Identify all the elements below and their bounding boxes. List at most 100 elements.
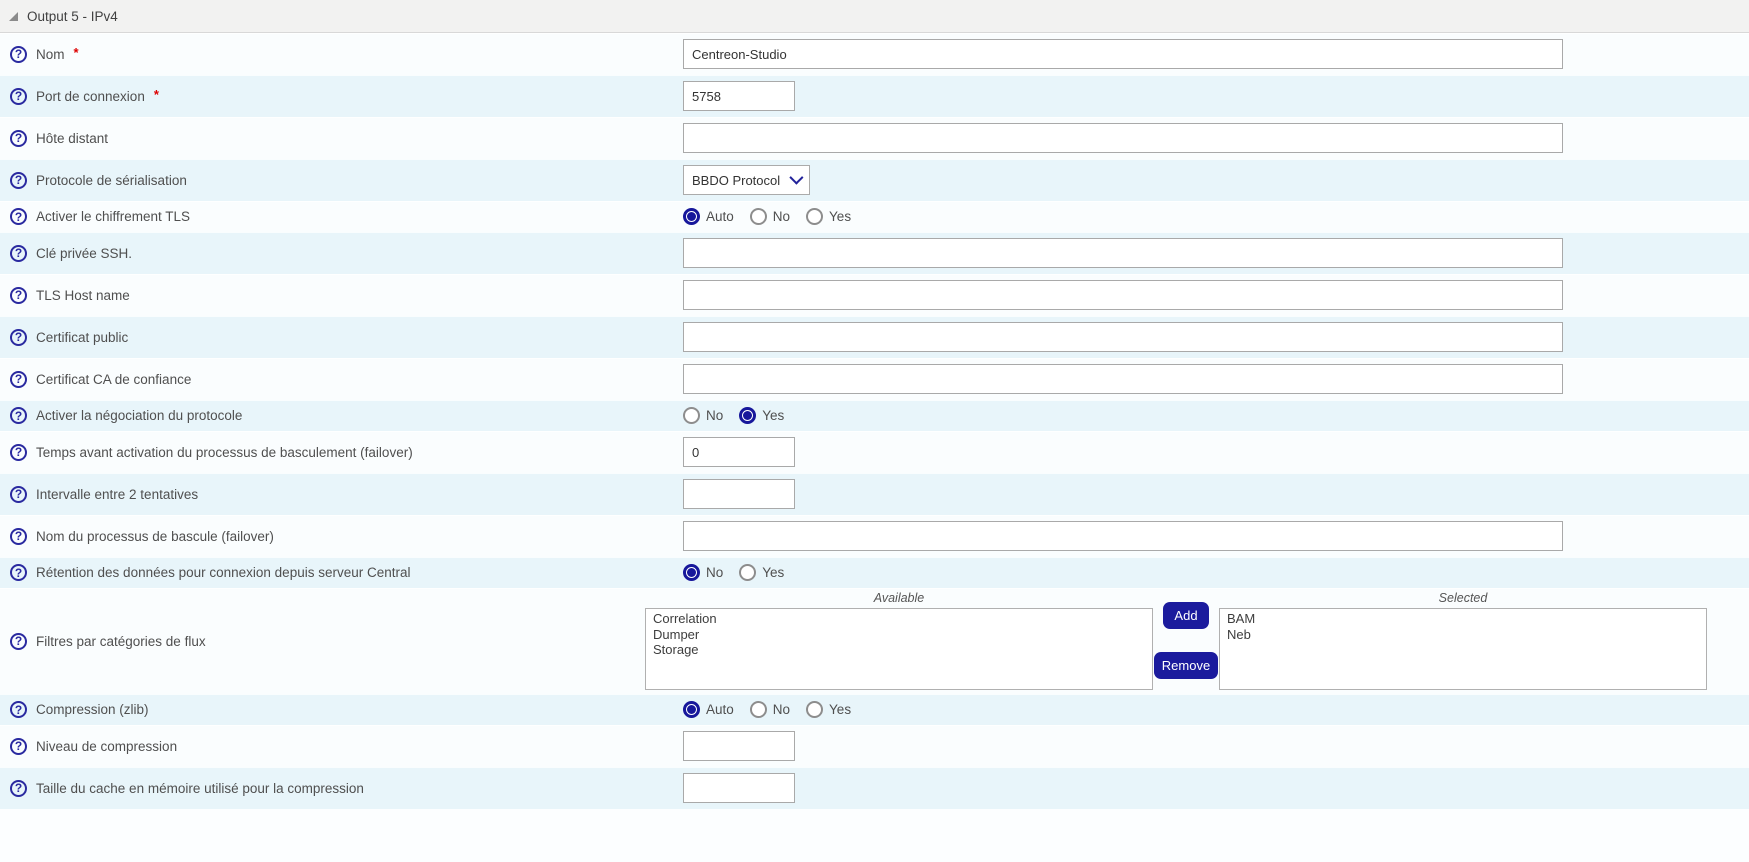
help-icon[interactable] — [10, 244, 27, 262]
help-icon[interactable] — [10, 45, 27, 63]
field-label: Hôte distant — [36, 130, 109, 146]
field-row-retry-interval: Intervalle entre 2 tentatives — [0, 473, 1749, 515]
help-icon[interactable] — [10, 208, 27, 225]
field-row-serialization-protocol: Protocole de sérialisation BBDO Protocol — [0, 159, 1749, 201]
section-header[interactable]: Output 5 - IPv4 — [0, 0, 1749, 33]
help-icon[interactable] — [10, 407, 27, 424]
compression-level-input[interactable] — [683, 731, 795, 761]
ssh-private-key-input[interactable] — [683, 238, 1563, 268]
compression-zlib-radio-yes[interactable]: Yes — [806, 701, 851, 718]
field-label: Activer le chiffrement TLS — [36, 209, 191, 224]
trusted-ca-certificate-input[interactable] — [683, 364, 1563, 394]
label-cell: Activer la négociation du protocole — [10, 400, 242, 431]
label-cell: TLS Host name — [10, 274, 130, 316]
list-item[interactable]: Storage — [653, 642, 699, 657]
help-icon[interactable] — [10, 129, 27, 147]
radio-button-icon[interactable] — [806, 701, 824, 718]
retry-interval-input[interactable] — [683, 479, 795, 509]
transfer-buttons: Add Remove — [1153, 591, 1219, 679]
help-icon[interactable] — [10, 527, 27, 545]
required-asterisk: * — [153, 86, 159, 102]
radio-option-label: No — [772, 209, 791, 224]
field-cell — [683, 515, 1563, 557]
label-cell: Taille du cache en mémoire utilisé pour … — [10, 767, 364, 809]
radio-option-label: Yes — [762, 565, 785, 580]
enable-tls-encryption-radio-yes[interactable]: Yes — [806, 208, 851, 225]
serialization-protocol-select[interactable]: BBDO Protocol — [683, 165, 810, 195]
enable-tls-encryption-radio-auto[interactable]: Auto — [683, 208, 734, 225]
field-label: Temps avant activation du processus de b… — [36, 444, 413, 460]
field-cell: Auto No Yes — [683, 201, 867, 232]
available-list[interactable]: Correlation Dumper Storage — [645, 608, 1153, 690]
radio-button-icon[interactable] — [683, 407, 700, 424]
radio-button-icon[interactable] — [683, 564, 700, 581]
selected-list-label: Selected — [1438, 591, 1488, 605]
public-certificate-input[interactable] — [683, 322, 1563, 352]
radio-button-icon[interactable] — [749, 208, 767, 225]
radio-button-icon[interactable] — [806, 208, 824, 225]
nom-input[interactable] — [683, 39, 1563, 69]
field-label: Certificat CA de confiance — [36, 371, 192, 387]
field-label: Rétention des données pour connexion dep… — [36, 565, 411, 580]
help-icon[interactable] — [10, 779, 27, 797]
help-icon[interactable] — [10, 286, 27, 304]
radio-button-icon[interactable] — [739, 407, 757, 424]
compression-zlib-radio-auto[interactable]: Auto — [683, 701, 734, 718]
help-icon[interactable] — [10, 370, 27, 388]
radio-button-icon[interactable] — [683, 701, 700, 718]
field-row-trusted-ca-certificate: Certificat CA de confiance — [0, 358, 1749, 400]
help-icon[interactable] — [10, 485, 27, 503]
field-label: Clé privée SSH. — [36, 245, 133, 261]
radio-button-icon[interactable] — [739, 564, 757, 581]
protocol-negotiation-radio-yes[interactable]: Yes — [739, 407, 784, 424]
radio-button-icon[interactable] — [749, 701, 767, 718]
compression-memory-cache-size-input[interactable] — [683, 773, 795, 803]
radio-option-label: No — [772, 702, 791, 717]
connection-port-input[interactable] — [683, 81, 795, 111]
list-item[interactable]: BAM — [1227, 611, 1256, 626]
field-cell: No Yes — [683, 557, 800, 588]
remote-host-input[interactable] — [683, 123, 1563, 153]
tls-host-name-input[interactable] — [683, 280, 1563, 310]
collapse-triangle-icon[interactable] — [9, 11, 18, 21]
enable-tls-encryption-radio-no[interactable]: No — [749, 208, 791, 225]
help-icon[interactable] — [10, 443, 27, 461]
list-item[interactable]: Correlation — [653, 611, 717, 626]
field-cell — [683, 316, 1563, 358]
help-icon[interactable] — [10, 737, 27, 755]
list-item[interactable]: Neb — [1227, 626, 1251, 642]
field-label: TLS Host name — [36, 287, 130, 303]
protocol-negotiation-radio-no[interactable]: No — [683, 407, 723, 424]
remove-button[interactable]: Remove — [1153, 652, 1219, 679]
add-button[interactable]: Add — [1163, 602, 1209, 629]
selected-list[interactable]: BAM Neb — [1219, 608, 1707, 690]
help-icon[interactable] — [10, 328, 27, 346]
label-cell: Temps avant activation du processus de b… — [10, 431, 413, 473]
field-row-tls-host-name: TLS Host name — [0, 274, 1749, 316]
selected-option-label: BBDO Protocol — [692, 172, 781, 188]
available-column: Available Correlation Dumper Storage — [645, 591, 1153, 690]
help-icon[interactable] — [10, 171, 27, 189]
label-cell: Port de connexion * — [10, 75, 159, 117]
help-icon[interactable] — [10, 701, 27, 718]
radio-button-icon[interactable] — [683, 208, 700, 225]
field-label: Activer la négociation du protocole — [36, 408, 243, 423]
label-cell: Rétention des données pour connexion dep… — [10, 557, 411, 588]
help-icon[interactable] — [10, 632, 27, 650]
central-data-retention-radio-yes[interactable]: Yes — [739, 564, 784, 581]
field-row-enable-tls-encryption: Activer le chiffrement TLS Auto No Yes — [0, 201, 1749, 232]
list-item[interactable]: Dumper — [653, 626, 700, 642]
field-row-stream-category-filters: Filtres par catégories de flux Available C… — [0, 588, 1749, 694]
field-row-compression-memory-cache-size: Taille du cache en mémoire utilisé pour … — [0, 767, 1749, 809]
compression-zlib-radio-no[interactable]: No — [749, 701, 791, 718]
failover-activation-time-input[interactable] — [683, 437, 795, 467]
failover-process-name-input[interactable] — [683, 521, 1563, 551]
chevron-down-icon — [789, 170, 804, 185]
central-data-retention-radio-no[interactable]: No — [683, 564, 723, 581]
field-row-connection-port: Port de connexion * — [0, 75, 1749, 117]
help-icon[interactable] — [10, 564, 27, 581]
help-icon[interactable] — [10, 87, 27, 105]
label-cell: Certificat public — [10, 316, 128, 358]
label-cell: Compression (zlib) — [10, 694, 149, 725]
